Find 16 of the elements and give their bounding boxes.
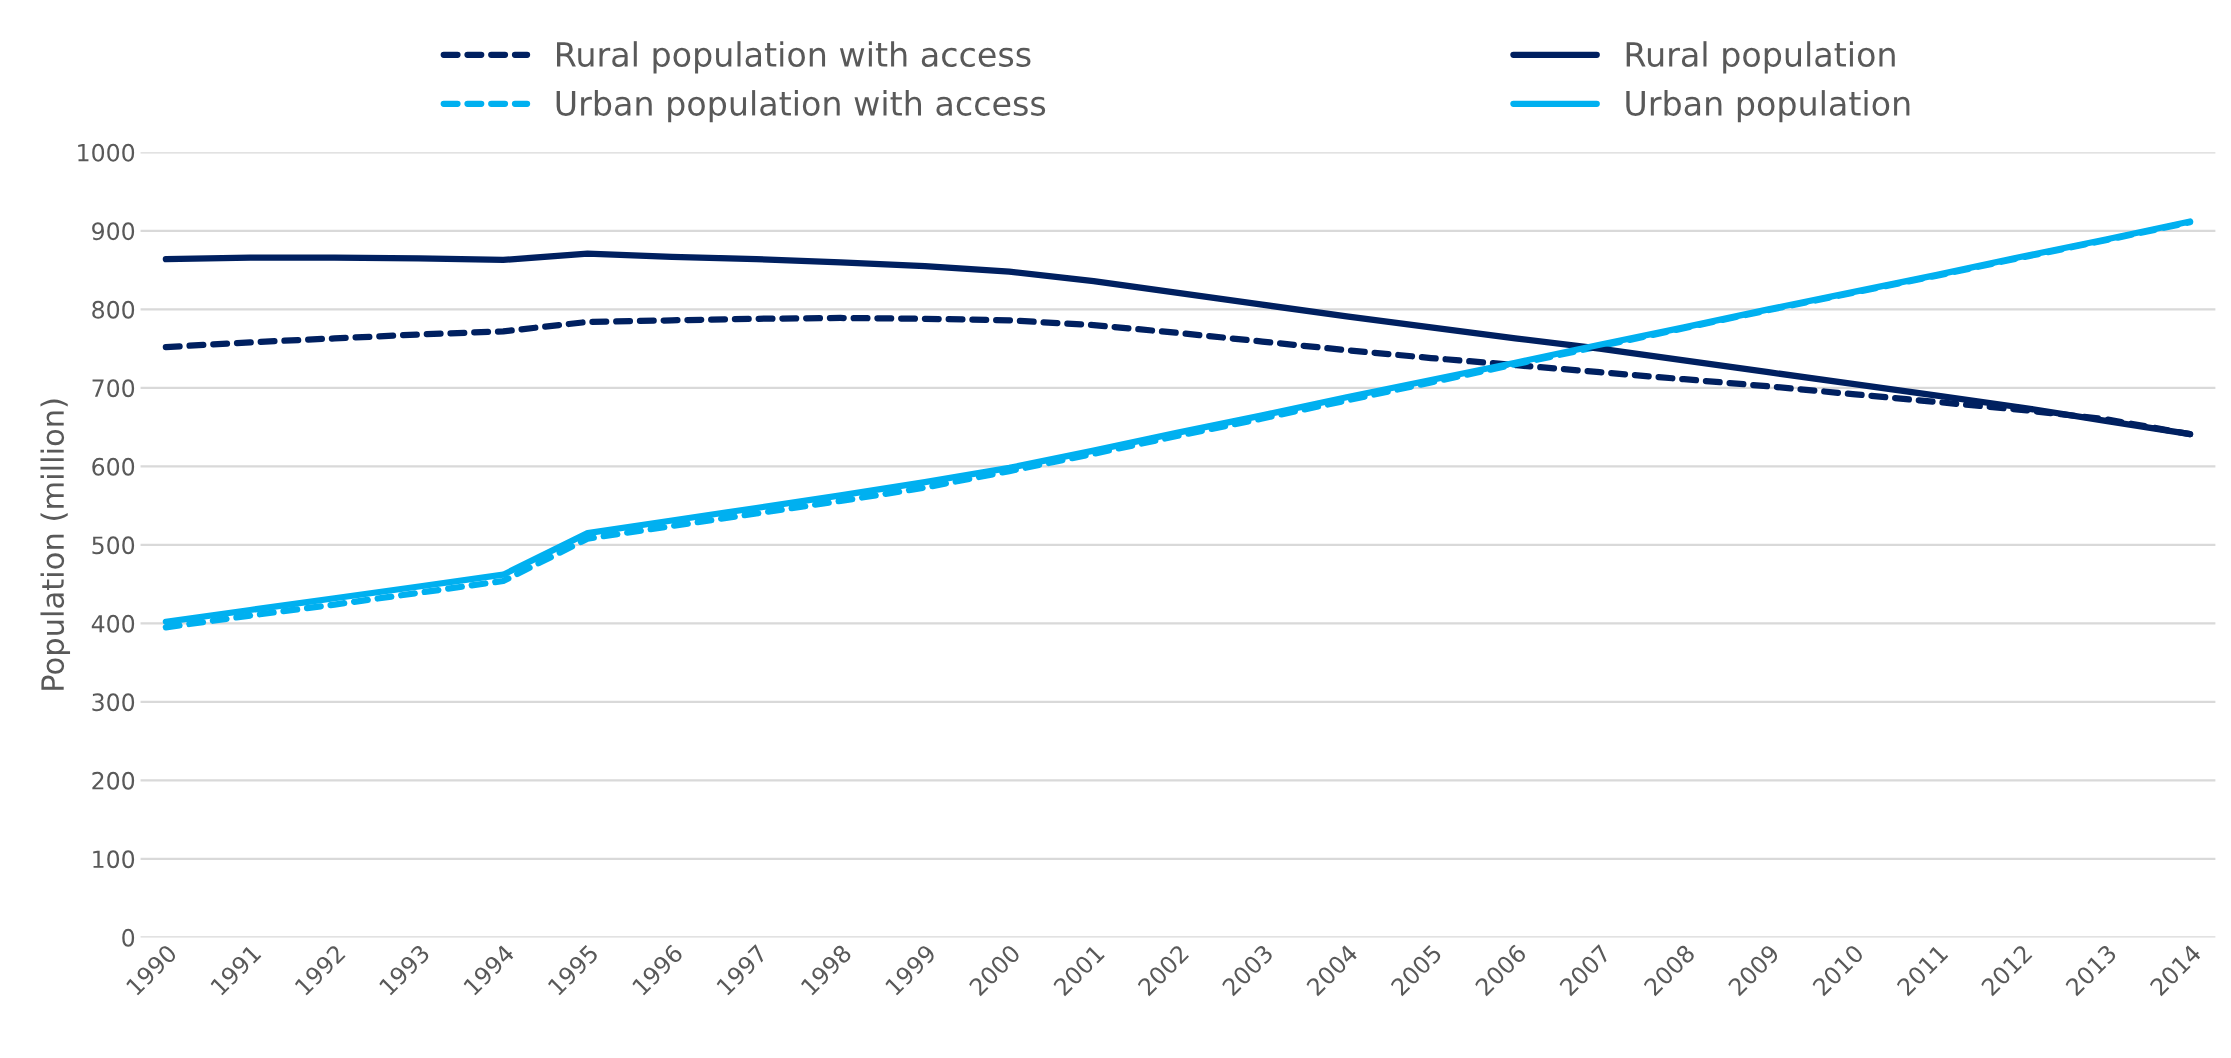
y-tick-label: 100	[93, 850, 135, 869]
legend-label: Urban population with access	[556, 90, 1046, 123]
y-tick-label: 600	[92, 457, 135, 476]
legend-label: Rural population with access	[557, 41, 1031, 74]
y-axis-title: Population (million)	[40, 399, 71, 690]
y-tick-label: 800	[92, 300, 135, 319]
y-tick-label: 1000	[78, 143, 135, 162]
legend-label: Rural population	[1626, 41, 1895, 74]
y-tick-label: 0	[122, 928, 135, 947]
y-tick-label: 700	[92, 379, 135, 398]
y-tick-label: 200	[92, 771, 135, 790]
y-tick-label: 500	[92, 536, 135, 555]
y-tick-label: 400	[91, 614, 135, 633]
y-tick-label: 900	[92, 222, 135, 241]
y-tick-label: 300	[92, 693, 135, 712]
legend-label: Urban population	[1626, 90, 1910, 123]
